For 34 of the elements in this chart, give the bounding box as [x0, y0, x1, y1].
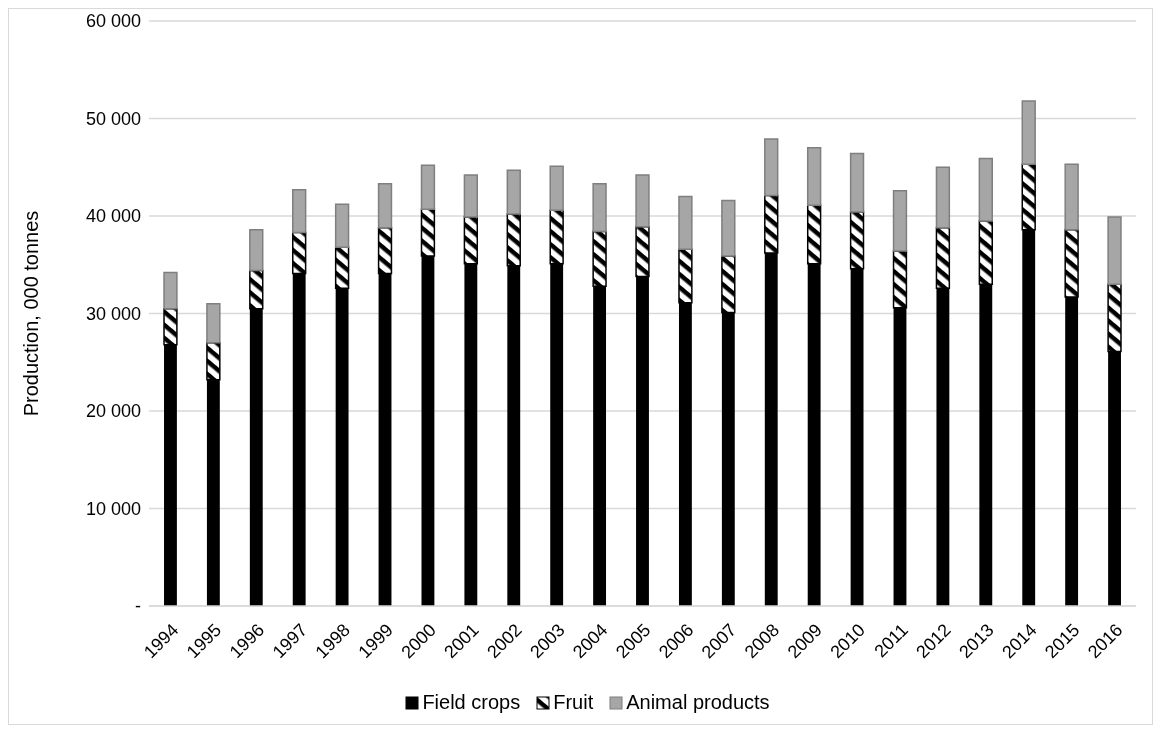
bar — [978, 157, 993, 222]
bar — [721, 199, 736, 257]
bar — [1064, 163, 1079, 231]
bar — [377, 183, 393, 229]
y-tick-label: 10 000 — [85, 498, 141, 519]
bar — [206, 303, 221, 344]
bar — [1107, 216, 1122, 285]
bar — [678, 195, 693, 250]
bar — [892, 189, 908, 252]
y-tick-label: 60 000 — [85, 11, 141, 32]
y-tick-label: - — [135, 596, 141, 617]
bar — [292, 188, 307, 234]
y-tick-label: 50 000 — [85, 108, 141, 129]
bar — [334, 203, 350, 248]
y-tick-label: 40 000 — [85, 206, 141, 227]
y-tick-label: 20 000 — [85, 401, 141, 422]
bar — [506, 169, 521, 215]
bar — [163, 271, 178, 310]
y-axis-title: Production, 000 tonnes — [20, 210, 43, 417]
bar — [849, 152, 865, 213]
bar — [935, 166, 951, 229]
legend-label: Animal products — [626, 691, 770, 714]
bar — [1021, 100, 1036, 166]
bar — [420, 164, 436, 210]
bar — [463, 174, 479, 218]
bar — [764, 138, 779, 197]
legend-label: Fruit — [553, 691, 594, 714]
bar — [635, 174, 650, 228]
bar — [249, 228, 264, 272]
bar — [592, 183, 607, 233]
y-tick-label: 30 000 — [85, 303, 141, 324]
bar — [549, 165, 564, 211]
legend-label: Field crops — [422, 691, 521, 714]
bar — [806, 147, 822, 207]
